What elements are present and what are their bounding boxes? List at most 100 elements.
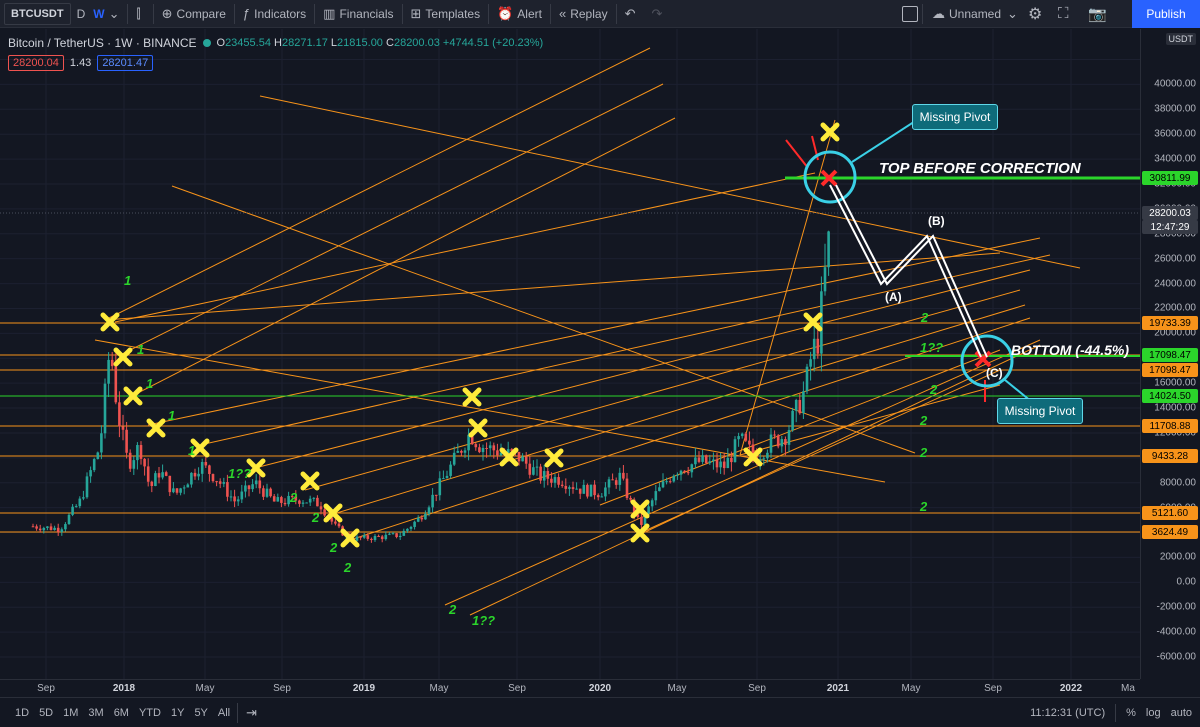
layout-toggle-button[interactable] bbox=[896, 0, 924, 28]
layout-name-button[interactable]: ☁ Unnamed ⌄ bbox=[926, 0, 1028, 28]
candle-body bbox=[424, 513, 427, 520]
fullscreen-button[interactable]: ⛶ bbox=[1052, 0, 1079, 28]
candle-body bbox=[222, 482, 226, 484]
alert-button[interactable]: ⏰ Alert bbox=[491, 0, 548, 28]
candle-body bbox=[218, 481, 222, 484]
candle-body bbox=[827, 231, 830, 268]
plus-circle-icon: ⊕ bbox=[161, 5, 173, 21]
candle-body bbox=[712, 459, 715, 462]
x-stroke bbox=[820, 122, 840, 142]
symbol-search-button[interactable]: BTCUSDT bbox=[4, 2, 71, 25]
candle-body bbox=[449, 464, 452, 476]
settings-button[interactable]: ⚙ bbox=[1022, 0, 1052, 28]
candle-body bbox=[730, 457, 733, 463]
time-axis[interactable]: Sep 2018 May Sep 2019 May Sep 2020 May Sep 2021 May… bbox=[0, 679, 1140, 697]
x-stroke bbox=[630, 523, 650, 543]
utc-clock[interactable]: 11:12:31 (UTC) bbox=[1030, 707, 1106, 719]
x-marker bbox=[123, 386, 143, 406]
drawings bbox=[100, 117, 1033, 548]
indicators-button[interactable]: ƒ Indicators bbox=[237, 0, 312, 28]
candle-body bbox=[452, 452, 456, 465]
fib-line bbox=[739, 119, 836, 456]
callout-line bbox=[851, 117, 921, 163]
range-button[interactable]: 1M bbox=[63, 706, 79, 719]
candle-body bbox=[179, 488, 182, 493]
range-button[interactable]: 1Y bbox=[170, 706, 185, 719]
range-button[interactable]: 1D bbox=[15, 706, 30, 719]
fib-line bbox=[639, 369, 1001, 534]
time-tick: Sep bbox=[984, 683, 1002, 694]
bid-ask-box: 28200.04 1.43 28201.47 bbox=[8, 55, 154, 71]
candle-body bbox=[406, 528, 409, 531]
interval-dropdown-button[interactable]: ⌄ bbox=[107, 0, 126, 28]
buy-price[interactable]: 28201.47 bbox=[97, 55, 154, 71]
x-marker bbox=[462, 387, 482, 407]
missing-pivot-callout-top: Missing Pivot bbox=[912, 104, 998, 130]
price-tick: 0.00 bbox=[1176, 576, 1196, 588]
goto-date-button[interactable]: ⇥ bbox=[240, 699, 267, 727]
x-marker bbox=[113, 347, 133, 367]
candle-body bbox=[334, 521, 337, 524]
price-chart[interactable] bbox=[0, 29, 1140, 679]
screenshot-button[interactable]: 📷 bbox=[1082, 0, 1117, 28]
candle-body bbox=[316, 497, 319, 507]
candle-body bbox=[607, 479, 611, 488]
fib-line bbox=[739, 384, 1001, 456]
time-tick: Ma bbox=[1121, 683, 1135, 694]
log-toggle[interactable]: log bbox=[1145, 707, 1161, 719]
candle-body bbox=[280, 497, 283, 503]
high-label: H bbox=[274, 37, 282, 49]
range-button[interactable]: 3M bbox=[88, 706, 104, 719]
candle-body bbox=[269, 488, 272, 497]
templates-icon: ⊞ bbox=[410, 5, 422, 21]
publish-label: Publish bbox=[1146, 7, 1186, 21]
high-value: 28271.17 bbox=[281, 37, 328, 49]
redo-button[interactable]: ↷ bbox=[645, 0, 672, 28]
x-stroke bbox=[544, 448, 564, 468]
candle-body bbox=[521, 456, 524, 462]
candle-body bbox=[578, 488, 582, 494]
candle-body bbox=[776, 435, 780, 447]
price-label-level: 19733.39 bbox=[1142, 316, 1198, 330]
candle-body bbox=[805, 366, 809, 392]
compare-button[interactable]: ⊕ Compare bbox=[156, 0, 232, 28]
range-button[interactable]: 6M bbox=[113, 706, 129, 719]
undo-icon: ↶ bbox=[624, 5, 636, 21]
range-button[interactable]: All bbox=[217, 706, 231, 719]
interval-w-button[interactable]: W bbox=[91, 0, 106, 28]
candle-body bbox=[301, 502, 305, 504]
cloud-icon: ☁ bbox=[932, 5, 945, 21]
undo-button[interactable]: ↶ bbox=[619, 0, 646, 28]
candle-body bbox=[488, 445, 492, 449]
candle-body bbox=[395, 533, 398, 538]
range-button[interactable]: YTD bbox=[138, 706, 161, 719]
candle-body bbox=[611, 479, 614, 481]
range-buttons: 1D 5D 1M 3M 6M YTD 1Y 5Y All bbox=[0, 707, 235, 719]
chart-style-button[interactable]: ⫿ bbox=[130, 0, 150, 28]
replay-button[interactable]: «Replay bbox=[553, 0, 614, 28]
divider bbox=[233, 3, 235, 24]
percent-toggle[interactable]: % bbox=[1126, 707, 1136, 719]
financials-button[interactable]: ▥ Financials bbox=[317, 0, 399, 28]
candle-body bbox=[82, 497, 85, 499]
range-button[interactable]: 5D bbox=[39, 706, 54, 719]
candle-body bbox=[172, 488, 175, 493]
auto-toggle[interactable]: auto bbox=[1170, 707, 1192, 719]
divider bbox=[401, 3, 403, 24]
legend-title[interactable]: Bitcoin / TetherUS · 1W · BINANCE bbox=[8, 36, 197, 50]
publish-button[interactable]: Publish bbox=[1132, 0, 1200, 28]
candle-body bbox=[305, 502, 308, 504]
currency-badge[interactable]: USDT bbox=[1165, 33, 1196, 45]
divider bbox=[314, 3, 316, 24]
horizontal-levels bbox=[0, 176, 1140, 533]
templates-button[interactable]: ⊞ Templates bbox=[405, 0, 487, 28]
range-button[interactable]: 5Y bbox=[194, 706, 208, 719]
candles-icon: ⫿ bbox=[136, 5, 141, 21]
interval-d-button[interactable]: D bbox=[71, 0, 92, 28]
candle-body bbox=[524, 456, 528, 464]
sell-price[interactable]: 28200.04 bbox=[8, 55, 64, 71]
candle-body bbox=[409, 526, 413, 529]
candle-body bbox=[676, 474, 679, 476]
candle-body bbox=[456, 450, 460, 453]
fib-line bbox=[199, 254, 1051, 446]
